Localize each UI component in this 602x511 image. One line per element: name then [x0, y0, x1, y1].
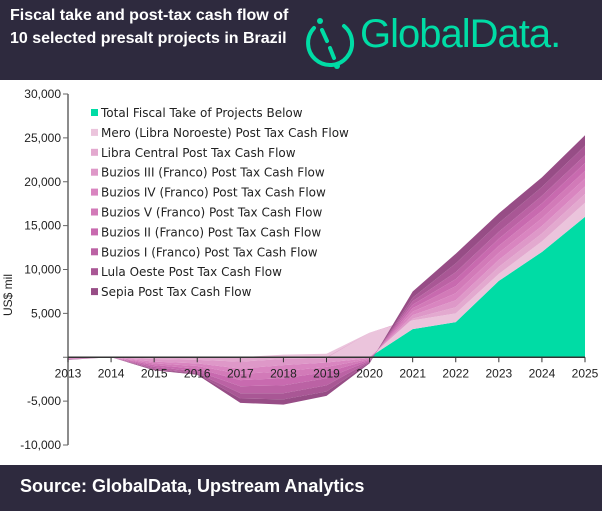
x-tick-label: 2022	[442, 366, 469, 380]
legend-swatch	[91, 188, 98, 196]
legend-swatch	[91, 148, 98, 156]
source-note: Source: GlobalData, Upstream Analytics	[20, 476, 365, 496]
legend-item: Buzios V (Franco) Post Tax Cash Flow	[91, 206, 322, 220]
y-tick-label: 20,000	[24, 175, 61, 189]
area-series-1	[68, 202, 585, 358]
legend-label: Lula Oeste Post Tax Cash Flow	[101, 265, 282, 279]
legend-swatch	[91, 268, 98, 276]
legend-label: Buzios V (Franco) Post Tax Cash Flow	[101, 206, 322, 220]
x-tick-label: 2024	[529, 366, 556, 380]
footer-band: Source: GlobalData, Upstream Analytics	[0, 465, 602, 511]
x-tick-label: 2017	[227, 366, 254, 380]
legend-label: Total Fiscal Take of Projects Below	[100, 106, 303, 120]
x-tick-label: 2018	[270, 366, 297, 380]
legend-item: Sepia Post Tax Cash Flow	[91, 285, 252, 299]
legend-label: Buzios II (Franco) Post Tax Cash Flow	[101, 225, 321, 239]
legend-label: Buzios I (Franco) Post Tax Cash Flow	[101, 245, 318, 259]
legend-item: Buzios IV (Franco) Post Tax Cash Flow	[91, 186, 326, 200]
x-tick-label: 2019	[313, 366, 340, 380]
header-band: Fiscal take and post-tax cash flow of 10…	[0, 0, 602, 80]
y-tick-label: 30,000	[24, 87, 61, 101]
legend-swatch	[91, 128, 98, 136]
area-series-3	[68, 186, 585, 369]
globaldata-logo-icon	[306, 18, 355, 69]
x-tick-label: 2023	[485, 366, 512, 380]
legend-item: Total Fiscal Take of Projects Below	[91, 106, 303, 120]
y-tick-label: 5,000	[31, 306, 61, 320]
legend-label: Buzios IV (Franco) Post Tax Cash Flow	[101, 186, 326, 200]
legend-label: Buzios III (Franco) Post Tax Cash Flow	[101, 166, 325, 180]
x-tick-label: 2021	[399, 366, 426, 380]
legend-item: Lula Oeste Post Tax Cash Flow	[91, 265, 282, 279]
legend-label: Libra Central Post Tax Cash Flow	[101, 146, 296, 160]
x-tick-label: 2014	[98, 366, 125, 380]
legend-item: Libra Central Post Tax Cash Flow	[91, 146, 296, 160]
legend-swatch	[91, 109, 98, 116]
legend-item: Buzios I (Franco) Post Tax Cash Flow	[91, 245, 318, 259]
legend-swatch	[91, 288, 98, 296]
area-chart: -10,000 -5,000 5,000 10,000 15,000 20,000 25,0…	[1, 87, 599, 452]
legend-item: Buzios III (Franco) Post Tax Cash Flow	[91, 166, 325, 180]
x-tick-label: 2016	[184, 366, 211, 380]
legend-item: Mero (Libra Noroeste) Post Tax Cash Flow	[91, 126, 349, 140]
y-axis-label: US$ mil	[1, 274, 15, 316]
chart-title: Fiscal take and post-tax cash flow of 10…	[10, 7, 289, 47]
y-tick-label: 25,000	[24, 131, 61, 145]
x-tick-label: 2020	[356, 366, 383, 380]
chart-areas	[68, 135, 585, 405]
x-tick-label: 2013	[55, 366, 82, 380]
legend-label: Mero (Libra Noroeste) Post Tax Cash Flow	[101, 126, 349, 140]
legend-swatch	[91, 208, 98, 216]
x-tick-label: 2025	[572, 366, 599, 380]
legend-swatch	[91, 228, 98, 236]
legend-swatch	[91, 248, 98, 256]
globaldata-logo-text: GlobalData.	[360, 12, 561, 56]
y-tick-label: -5,000	[27, 394, 61, 408]
legend-label: Sepia Post Tax Cash Flow	[101, 285, 252, 299]
y-tick-label: 15,000	[24, 219, 61, 233]
chart-axes: -10,000 -5,000 5,000 10,000 15,000 20,000 25,0…	[20, 87, 598, 452]
chart-legend: Total Fiscal Take of Projects Below Mero …	[91, 106, 349, 299]
legend-item: Buzios II (Franco) Post Tax Cash Flow	[91, 225, 321, 239]
y-tick-label: 10,000	[24, 263, 61, 277]
y-tick-label: -10,000	[20, 438, 61, 452]
legend-swatch	[91, 168, 98, 176]
x-tick-label: 2015	[141, 366, 168, 380]
